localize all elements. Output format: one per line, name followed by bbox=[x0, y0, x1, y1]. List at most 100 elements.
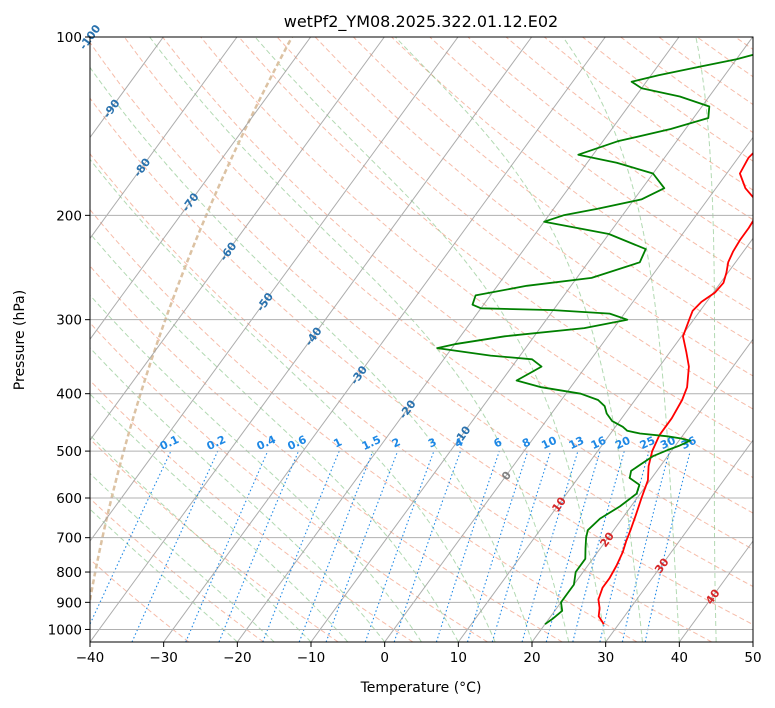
dry-adiabat bbox=[90, 438, 339, 642]
mixing-ratio-label: 10 bbox=[539, 434, 559, 452]
isotherm-label: -40 bbox=[302, 324, 324, 348]
isotherm-line bbox=[163, 37, 606, 642]
dry-adiabat bbox=[734, 37, 753, 51]
mixing-ratio-label: 0.2 bbox=[205, 433, 228, 453]
isotherm-line bbox=[605, 439, 753, 642]
dry-adiabat bbox=[696, 37, 753, 78]
isotherm-label: -50 bbox=[254, 290, 276, 314]
isotherm-line bbox=[90, 37, 385, 442]
dry-adiabat bbox=[314, 37, 753, 377]
dry-adiabat bbox=[90, 97, 753, 626]
mixing-ratio-line bbox=[131, 450, 219, 642]
dry-adiabat bbox=[90, 379, 414, 642]
y-tick-label: 1000 bbox=[48, 622, 82, 638]
moist-adiabat bbox=[90, 347, 386, 642]
isotherm-line bbox=[90, 37, 238, 240]
isotherm-label: -80 bbox=[131, 156, 153, 180]
mixing-ratio-line bbox=[364, 450, 435, 642]
mixing-ratio-line bbox=[325, 450, 399, 642]
background-lines bbox=[90, 37, 753, 642]
mixing-ratio-line bbox=[393, 450, 462, 642]
x-tick-label: 40 bbox=[671, 650, 688, 666]
mixing-ratio-line bbox=[491, 450, 552, 642]
x-tick-label: −40 bbox=[76, 650, 105, 666]
moist-adiabat bbox=[90, 508, 238, 642]
mixing-ratio-label: 1 bbox=[331, 435, 343, 450]
moist-adiabat bbox=[90, 294, 422, 642]
mixing-ratio-label: 0.4 bbox=[255, 433, 278, 453]
y-tick-label: 900 bbox=[56, 595, 82, 611]
mixing-ratio-label: 13 bbox=[567, 434, 586, 452]
dewpoint-line bbox=[436, 53, 753, 625]
moist-adiabat bbox=[90, 158, 496, 642]
plot-frame bbox=[89, 36, 754, 643]
dry-adiabat bbox=[505, 37, 753, 221]
y-tick-label: 800 bbox=[56, 565, 82, 581]
moist-adiabat bbox=[90, 393, 349, 642]
mixing-ratio-line bbox=[90, 450, 172, 626]
moist-adiabat bbox=[90, 434, 312, 642]
mixing-ratio-line bbox=[521, 450, 579, 642]
mixing-ratio-label: 6 bbox=[492, 435, 505, 450]
dry-adiabat bbox=[543, 37, 753, 191]
dry-adiabat bbox=[276, 37, 753, 410]
isotherm-label: -30 bbox=[348, 363, 370, 387]
isotherm-line bbox=[678, 540, 753, 642]
mixing-ratio-line bbox=[545, 450, 601, 642]
moist-adiabat bbox=[90, 66, 533, 642]
isotherm-line bbox=[752, 641, 753, 642]
isotherm-label: -60 bbox=[217, 239, 239, 263]
mixing-ratio-label: 2 bbox=[390, 435, 402, 450]
isotherm-line bbox=[90, 37, 459, 542]
x-tick-label: −30 bbox=[149, 650, 178, 666]
mixing-ratio-label: 8 bbox=[520, 435, 532, 450]
x-tick-label: 30 bbox=[597, 650, 614, 666]
isotherm-line bbox=[90, 37, 312, 341]
dry-adiabat bbox=[90, 208, 638, 642]
isotherm-label: -20 bbox=[396, 397, 418, 421]
x-tick-label: −10 bbox=[297, 650, 326, 666]
mixing-ratio-line bbox=[218, 450, 300, 642]
y-tick-label: 300 bbox=[56, 313, 82, 329]
y-tick-label: 400 bbox=[56, 387, 82, 403]
x-axis-ticks: −40 −30 −20 −10 0 10 20 30 40 50 bbox=[76, 642, 762, 666]
dry-adiabat bbox=[90, 153, 712, 642]
mixing-ratio-line bbox=[435, 450, 500, 642]
isotherm-line bbox=[531, 338, 753, 642]
chart-title: wetPf2_YM08.2025.322.01.12.E02 bbox=[284, 12, 558, 32]
mixing-ratio-line bbox=[298, 450, 374, 642]
mixing-ratio-line bbox=[644, 450, 691, 642]
temperature-line bbox=[597, 151, 753, 625]
dry-adiabat bbox=[90, 41, 753, 588]
x-axis-label: Temperature (°C) bbox=[360, 680, 482, 696]
mixing-ratio-label: 20 bbox=[613, 434, 633, 452]
dry-adiabat bbox=[90, 265, 563, 642]
dry-adiabat bbox=[391, 37, 753, 313]
mixing-ratio-line bbox=[466, 450, 529, 642]
isotherm-label: 0 bbox=[499, 469, 514, 483]
mixing-ratio-label: 1.5 bbox=[360, 433, 383, 453]
y-tick-label: 500 bbox=[56, 444, 82, 460]
mixing-ratio-label: 25 bbox=[638, 434, 657, 452]
mixing-ratio-label: 0.1 bbox=[158, 433, 181, 453]
x-tick-label: 50 bbox=[744, 650, 761, 666]
isotherm-label: 30 bbox=[652, 556, 672, 576]
dry-adiabat bbox=[200, 37, 753, 479]
isotherm-label: 40 bbox=[703, 587, 723, 607]
y-tick-label: 100 bbox=[56, 30, 82, 46]
x-tick-label: 10 bbox=[450, 650, 467, 666]
y-tick-label: 600 bbox=[56, 491, 82, 507]
y-tick-label: 200 bbox=[56, 208, 82, 224]
moist-adiabat bbox=[394, 37, 643, 642]
isotherm-line bbox=[457, 237, 753, 642]
profile-lines bbox=[436, 53, 753, 625]
y-axis-ticks: 100 200 300 400 500 600 700 800 900 1000 bbox=[48, 30, 90, 638]
dry-adiabat bbox=[162, 37, 753, 514]
moist-adiabat bbox=[562, 37, 680, 642]
dry-adiabat bbox=[90, 497, 264, 642]
y-tick-label: 700 bbox=[56, 531, 82, 547]
mixing-ratio-label: 0.6 bbox=[285, 433, 308, 453]
pressure-gridlines bbox=[90, 37, 753, 630]
isotherm-line bbox=[310, 37, 753, 642]
